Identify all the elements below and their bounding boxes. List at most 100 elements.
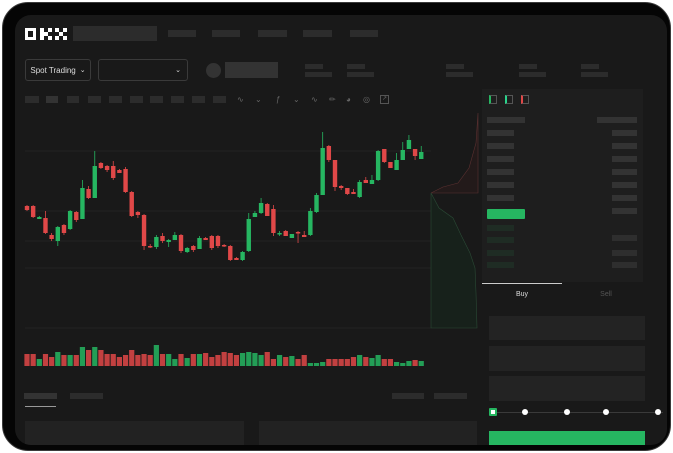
volume-bar [147, 355, 153, 366]
candle-body [135, 212, 141, 215]
nav-item[interactable] [168, 30, 196, 37]
ruler-icon[interactable]: ✏ [329, 95, 336, 104]
volume-bar [240, 353, 246, 366]
bid-price [487, 237, 514, 243]
volume-bar [153, 345, 159, 366]
volume-bar [36, 359, 42, 366]
candle-body [419, 152, 424, 159]
volume-bar [412, 360, 418, 366]
line-tool-icon[interactable]: ∿ [237, 95, 244, 104]
wave-icon[interactable]: ∿ [311, 95, 318, 104]
nav-item[interactable] [212, 30, 240, 37]
interval-button[interactable] [67, 96, 79, 103]
slider-step-25[interactable] [522, 409, 528, 415]
volume-bar [209, 357, 215, 366]
interval-button[interactable] [171, 96, 184, 103]
candle-body [154, 237, 159, 247]
target-icon[interactable]: ◎ [363, 95, 370, 104]
bottom-tab[interactable] [70, 393, 103, 399]
ask-amount [612, 130, 637, 136]
slider-step-75[interactable] [603, 409, 609, 415]
bid-amount [612, 262, 637, 268]
chevron-icon[interactable]: ⌄ [293, 95, 300, 104]
stat-value [305, 72, 332, 77]
volume-bar [332, 359, 338, 366]
volume-bar [283, 357, 289, 366]
candle-body [80, 188, 85, 219]
asks-only-icon[interactable] [521, 95, 529, 104]
tab-sell[interactable]: Sell [600, 291, 612, 298]
candle-body [400, 150, 405, 160]
interval-button[interactable] [109, 96, 122, 103]
candle-body [375, 151, 381, 180]
candle-body [406, 140, 412, 149]
candlestick-chart[interactable] [15, 15, 667, 445]
bid-price [487, 225, 514, 231]
volume-bar [98, 350, 104, 366]
price-input[interactable] [489, 316, 645, 340]
candle-body [357, 182, 362, 197]
indicator-icon[interactable]: ƒ [276, 95, 281, 104]
nav-item[interactable] [303, 30, 332, 37]
interval-button[interactable] [88, 96, 101, 103]
spot-trading-button[interactable]: Spot Trading ⌄ [25, 59, 91, 81]
header-search[interactable] [73, 26, 157, 41]
nav-item[interactable] [350, 30, 378, 37]
gauge-icon[interactable]: ◕ [346, 95, 351, 104]
both-sides-icon[interactable] [489, 95, 497, 104]
slider-step-100[interactable] [655, 409, 661, 415]
interval-button[interactable] [130, 96, 143, 103]
volume-bar [135, 355, 141, 366]
stat-label [305, 64, 323, 69]
volume-bar [295, 359, 301, 366]
volume-bar [394, 362, 400, 366]
volume-bar [357, 355, 363, 366]
candle-body [289, 234, 295, 238]
interval-button[interactable] [213, 96, 226, 103]
volume-bar [221, 352, 227, 366]
slider-step-50[interactable] [564, 409, 570, 415]
pair-price [225, 62, 278, 78]
volume-bar [104, 354, 110, 366]
interval-button[interactable] [192, 96, 205, 103]
candle-body [67, 211, 73, 229]
candle-body [351, 192, 356, 194]
candle-body [184, 248, 190, 252]
nav-item[interactable] [258, 30, 287, 37]
interval-button[interactable] [46, 96, 58, 103]
ask-amount [612, 156, 637, 162]
amount-input[interactable] [489, 346, 645, 371]
bottom-tab-active[interactable] [24, 393, 57, 399]
okx-logo[interactable] [25, 28, 67, 40]
volume-bar [344, 359, 350, 366]
ask-price [487, 195, 514, 201]
volume-bar [42, 354, 49, 366]
volume-bar [178, 354, 184, 366]
bottom-action[interactable] [392, 393, 424, 399]
header-amount [597, 117, 637, 123]
candle-body [228, 246, 233, 260]
pair-selector[interactable]: ⌄ [98, 59, 188, 81]
candle-body [277, 233, 282, 235]
stat-label [581, 64, 599, 69]
slider-handle[interactable] [489, 408, 497, 416]
bids-only-icon[interactable] [505, 95, 513, 104]
candle-body [191, 246, 196, 250]
candle-body [24, 206, 30, 210]
buy-submit-button[interactable] [489, 431, 645, 445]
chevron-icon[interactable]: ⌄ [255, 95, 262, 104]
interval-button[interactable] [25, 96, 39, 103]
total-input[interactable] [489, 376, 645, 401]
stat-value [519, 72, 546, 77]
candle-body [37, 217, 42, 219]
fullscreen-icon[interactable]: ↗ [380, 95, 389, 104]
tab-buy[interactable]: Buy [515, 291, 529, 298]
candle-body [271, 209, 276, 233]
volume-bar [252, 353, 258, 366]
bottom-tab-underline [25, 406, 56, 407]
interval-button[interactable] [150, 96, 163, 103]
percent-slider[interactable] [493, 412, 663, 413]
bottom-action[interactable] [434, 393, 467, 399]
candle-body [172, 235, 178, 240]
candle-body [197, 238, 202, 249]
